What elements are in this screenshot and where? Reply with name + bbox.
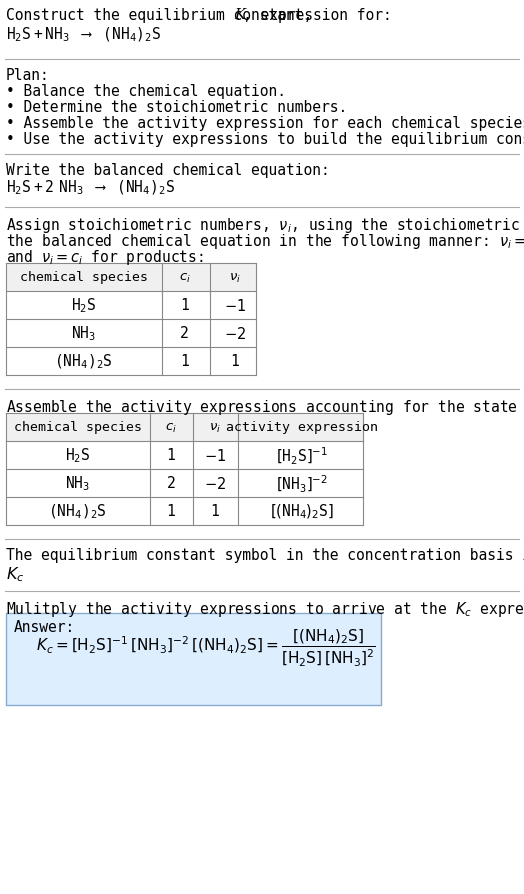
Text: $\mathtt{(NH_4)_2S}$: $\mathtt{(NH_4)_2S}$ <box>54 352 113 371</box>
Bar <box>6 414 363 442</box>
Text: $-1$: $-1$ <box>204 448 226 463</box>
Text: $\mathtt{H_2S + 2\ NH_3 \ \ \longrightarrow \ \ (NH_4)_2S}$: $\mathtt{H_2S + 2\ NH_3 \ \ \longrightar… <box>6 179 175 198</box>
Text: the balanced chemical equation in the following manner: $\nu_i = -c_i$ for react: the balanced chemical equation in the fo… <box>6 232 524 250</box>
Text: • Determine the stoichiometric numbers.: • Determine the stoichiometric numbers. <box>6 100 347 114</box>
Text: chemical species: chemical species <box>14 421 141 434</box>
Text: 1: 1 <box>180 354 189 369</box>
Text: $K_c = [\mathrm{H_2S}]^{-1}\,[\mathrm{NH_3}]^{-2}\,[(\mathrm{NH_4})_2\mathrm{S}]: $K_c = [\mathrm{H_2S}]^{-1}\,[\mathrm{NH… <box>36 627 376 668</box>
Text: Write the balanced chemical equation:: Write the balanced chemical equation: <box>6 163 330 178</box>
Text: Construct the equilibrium constant,: Construct the equilibrium constant, <box>6 8 321 23</box>
Text: Plan:: Plan: <box>6 68 50 83</box>
Text: $[(\mathtt{NH_4})_2\mathtt{S}]$: $[(\mathtt{NH_4})_2\mathtt{S}]$ <box>270 502 334 520</box>
Text: Answer:: Answer: <box>14 620 75 634</box>
Text: 1: 1 <box>211 504 220 519</box>
Text: The equilibrium constant symbol in the concentration basis is:: The equilibrium constant symbol in the c… <box>6 547 524 562</box>
Text: $\mathtt{(NH_4)_2S}$: $\mathtt{(NH_4)_2S}$ <box>48 502 107 520</box>
Text: $\mathtt{NH_3}$: $\mathtt{NH_3}$ <box>71 325 96 343</box>
Text: • Balance the chemical equation.: • Balance the chemical equation. <box>6 84 286 99</box>
Text: 1: 1 <box>167 448 176 463</box>
Text: • Assemble the activity expression for each chemical species.: • Assemble the activity expression for e… <box>6 116 524 131</box>
Text: $\nu_i$: $\nu_i$ <box>209 421 221 434</box>
Text: $\mathtt{H_2S}$: $\mathtt{H_2S}$ <box>65 446 90 465</box>
Text: $\mathtt{H_2S + NH_3 \ \ \longrightarrow \ \ (NH_4)_2S}$: $\mathtt{H_2S + NH_3 \ \ \longrightarrow… <box>6 26 161 45</box>
Bar <box>6 613 381 705</box>
Text: and $\nu_i = c_i$ for products:: and $\nu_i = c_i$ for products: <box>6 248 204 266</box>
Text: $-2$: $-2$ <box>224 325 246 342</box>
Bar <box>6 264 256 291</box>
Text: Assemble the activity expressions accounting for the state of matter and $\nu_i$: Assemble the activity expressions accoun… <box>6 398 524 417</box>
Text: $-1$: $-1$ <box>224 298 246 314</box>
Text: chemical species: chemical species <box>19 271 147 284</box>
Text: $\nu_i$: $\nu_i$ <box>229 271 241 284</box>
Text: $\mathtt{H_2S}$: $\mathtt{H_2S}$ <box>71 296 96 315</box>
Text: , expression for:: , expression for: <box>243 8 392 23</box>
Text: 1: 1 <box>231 354 239 369</box>
Text: 1: 1 <box>180 299 189 313</box>
Text: K: K <box>234 8 245 22</box>
Text: $c_i$: $c_i$ <box>165 421 177 434</box>
Text: $\mathtt{NH_3}$: $\mathtt{NH_3}$ <box>65 474 90 493</box>
Text: $c_i$: $c_i$ <box>179 271 190 284</box>
Text: 2: 2 <box>167 476 176 491</box>
Text: Assign stoichiometric numbers, $\nu_i$, using the stoichiometric coefficients, $: Assign stoichiometric numbers, $\nu_i$, … <box>6 215 524 235</box>
Text: 1: 1 <box>167 504 176 519</box>
Text: 2: 2 <box>180 326 189 342</box>
Text: $-2$: $-2$ <box>204 476 226 492</box>
Text: $[\mathtt{NH_3}]^{-2}$: $[\mathtt{NH_3}]^{-2}$ <box>276 473 328 494</box>
Text: $[\mathtt{H_2S}]^{-1}$: $[\mathtt{H_2S}]^{-1}$ <box>276 445 328 466</box>
Text: • Use the activity expressions to build the equilibrium constant expression.: • Use the activity expressions to build … <box>6 131 524 147</box>
Text: $K_c$: $K_c$ <box>6 564 25 583</box>
Text: activity expression: activity expression <box>226 421 378 434</box>
Text: Mulitply the activity expressions to arrive at the $K_c$ expression:: Mulitply the activity expressions to arr… <box>6 599 524 619</box>
